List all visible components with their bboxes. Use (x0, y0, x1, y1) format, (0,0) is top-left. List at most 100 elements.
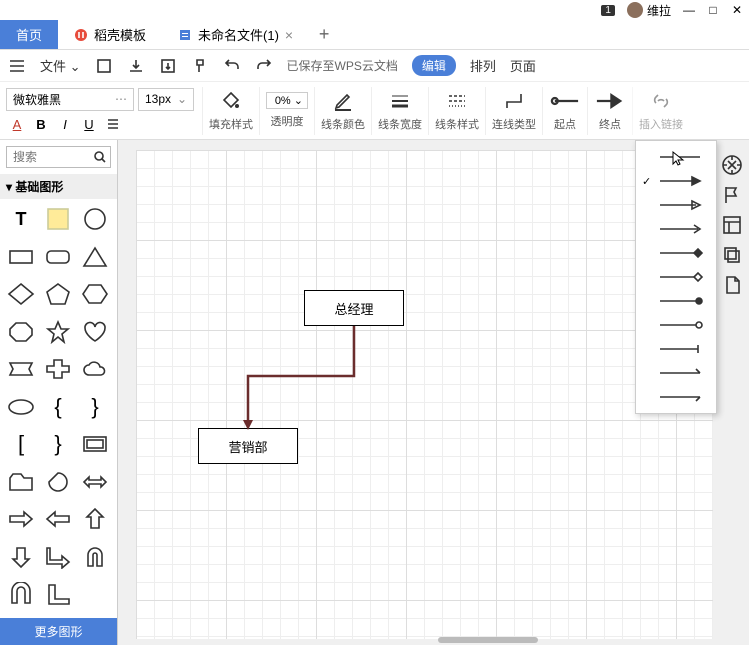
line-color-tool[interactable]: 线条颜色 (314, 87, 371, 135)
horizontal-scrollbar[interactable] (438, 637, 538, 643)
tab-file[interactable]: 未命名文件(1) × (162, 20, 309, 49)
font-select[interactable]: 微软雅黑⋯ (6, 88, 134, 111)
shape-cloud[interactable] (78, 353, 112, 385)
tab-home[interactable]: 首页 (0, 20, 58, 49)
undo-icon[interactable] (223, 57, 241, 75)
tab-template[interactable]: 稻壳模板 (58, 20, 162, 49)
arrow-option-ball[interactable] (636, 289, 716, 313)
shape-arrow-u[interactable] (78, 503, 112, 535)
shape-bracket-left[interactable]: [ (4, 428, 38, 460)
fill-tool[interactable]: 填充样式 (202, 87, 259, 135)
shape-star[interactable] (41, 316, 75, 348)
arrow-option-half2[interactable] (636, 385, 716, 409)
page-menu[interactable]: 页面 (510, 56, 536, 75)
tab-add-button[interactable]: + (309, 20, 339, 49)
shape-arrow-r[interactable] (4, 503, 38, 535)
shape-pentagon[interactable] (41, 278, 75, 310)
shape-octagon[interactable] (4, 316, 38, 348)
new-icon[interactable] (95, 57, 113, 75)
opacity-input[interactable]: 0% ⌄ (266, 92, 308, 109)
node-manager[interactable]: 总经理 (304, 290, 404, 326)
shape-uturn[interactable] (78, 541, 112, 573)
shape-brace2[interactable]: } (41, 428, 75, 460)
shape-heart[interactable] (78, 316, 112, 348)
shape-plus[interactable] (41, 353, 75, 385)
line-style-icon (446, 90, 468, 112)
shape-drop[interactable] (41, 466, 75, 498)
document-icon[interactable] (721, 274, 743, 296)
arrow-option-diamond-open[interactable] (636, 265, 716, 289)
arrow-option-half[interactable] (636, 361, 716, 385)
node-sales[interactable]: 营销部 (198, 428, 298, 464)
shape-note[interactable] (41, 203, 75, 235)
import-icon[interactable] (159, 57, 177, 75)
arrow-option-thin[interactable] (636, 217, 716, 241)
shape-arrow-bend[interactable] (41, 541, 75, 573)
format-painter-icon[interactable] (191, 57, 209, 75)
flag-icon[interactable] (721, 184, 743, 206)
file-menu[interactable]: 文件 ⌄ (40, 56, 81, 75)
save-status: 已保存至WPS云文档 (287, 57, 398, 74)
end-arrow-tool[interactable]: 终点 (587, 87, 632, 135)
shape-frame[interactable] (78, 428, 112, 460)
text-color-button[interactable]: A (10, 117, 24, 134)
shape-brace-left[interactable]: { (41, 391, 75, 423)
line-width-icon (389, 90, 411, 112)
shape-banner[interactable] (4, 353, 38, 385)
connector-type-tool[interactable]: 连线类型 (485, 87, 542, 135)
canvas[interactable]: 总经理 营销部 (136, 150, 713, 639)
minimize-button[interactable]: — (683, 4, 695, 16)
arrow-option-solid[interactable]: ✓ (636, 169, 716, 193)
shape-ellipse[interactable] (4, 391, 38, 423)
arrow-option-bar[interactable] (636, 337, 716, 361)
arrow-option-diamond[interactable] (636, 241, 716, 265)
link-icon (650, 90, 672, 112)
line-width-tool[interactable]: 线条宽度 (371, 87, 428, 135)
redo-icon[interactable] (255, 57, 273, 75)
edit-button[interactable]: 编辑 (412, 55, 456, 76)
shape-triangle[interactable] (78, 241, 112, 273)
shape-diamond[interactable] (4, 278, 38, 310)
connector-icon (503, 90, 525, 112)
arrange-menu[interactable]: 排列 (470, 56, 496, 75)
opacity-tool[interactable]: 0% ⌄ 透明度 (259, 87, 314, 135)
close-button[interactable]: ✕ (731, 4, 743, 16)
right-toolbar (717, 154, 747, 296)
compass-icon[interactable] (721, 154, 743, 176)
more-shapes-button[interactable]: 更多图形 (0, 618, 117, 645)
shape-hexagon[interactable] (78, 278, 112, 310)
font-size-select[interactable]: 13px⌄ (138, 88, 194, 111)
shape-arrow-l[interactable] (41, 503, 75, 535)
menu-icon[interactable] (8, 57, 26, 75)
shape-arrow-lr[interactable] (78, 466, 112, 498)
arrow-option-circle[interactable] (636, 313, 716, 337)
shape-arrow-d[interactable] (4, 541, 38, 573)
shape-folder[interactable] (4, 466, 38, 498)
layers-icon[interactable] (721, 244, 743, 266)
shape-l[interactable] (41, 578, 75, 610)
shape-text[interactable]: T (4, 203, 38, 235)
user-info[interactable]: 维拉 (627, 2, 671, 19)
italic-button[interactable]: I (58, 117, 72, 134)
tab-close-icon[interactable]: × (285, 27, 293, 43)
download-icon[interactable] (127, 57, 145, 75)
shape-brace-right[interactable]: } (78, 391, 112, 423)
category-header[interactable]: ▾ 基础图形 (0, 174, 117, 199)
end-arrow-icon (594, 90, 626, 112)
start-arrow-tool[interactable]: 起点 (542, 87, 587, 135)
bold-button[interactable]: B (34, 117, 48, 134)
align-button[interactable] (106, 117, 120, 134)
insert-link-tool[interactable]: 插入链接 (632, 87, 689, 135)
search-icon[interactable] (94, 150, 106, 168)
tab-home-label: 首页 (16, 25, 42, 44)
dashboard-icon[interactable] (721, 214, 743, 236)
shape-rect[interactable] (4, 241, 38, 273)
line-style-tool[interactable]: 线条样式 (428, 87, 485, 135)
shape-circle[interactable] (78, 203, 112, 235)
shape-arch[interactable] (4, 578, 38, 610)
arrow-option-none[interactable] (636, 145, 716, 169)
arrow-option-open[interactable] (636, 193, 716, 217)
shape-roundrect[interactable] (41, 241, 75, 273)
maximize-button[interactable]: □ (707, 4, 719, 16)
underline-button[interactable]: U (82, 117, 96, 134)
